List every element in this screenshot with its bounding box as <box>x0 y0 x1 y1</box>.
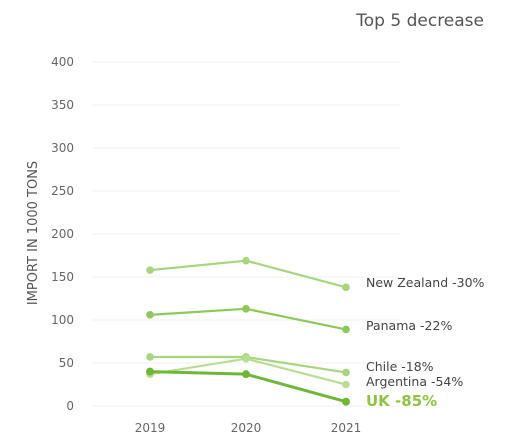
x-axis-ticks: 2019 2020 2021 <box>135 421 362 435</box>
y-tick-label: 0 <box>66 399 74 413</box>
y-tick-label: 300 <box>51 141 74 155</box>
series-label-new: New Zealand -30% <box>366 275 485 290</box>
y-axis-label: IMPORT IN 1000 TONS <box>26 161 41 305</box>
y-tick-label: 200 <box>51 227 74 241</box>
series-label-argentina: Argentina -54% <box>366 374 463 389</box>
series-label-panama: Panama -22% <box>366 318 452 333</box>
series-lines <box>146 256 350 406</box>
data-point <box>242 305 250 313</box>
x-tick-label: 2019 <box>135 421 166 435</box>
y-tick-label: 50 <box>59 356 74 370</box>
data-point <box>242 354 250 363</box>
data-point <box>342 380 350 389</box>
y-tick-label: 150 <box>51 270 74 284</box>
data-point <box>342 368 350 377</box>
series-line <box>149 259 347 289</box>
data-point <box>342 283 350 292</box>
data-point <box>146 311 154 319</box>
data-point <box>342 397 350 406</box>
chart-title: Top 5 decrease <box>355 11 484 31</box>
series-label-chile: Chile -18% <box>366 359 434 374</box>
series-new <box>146 256 350 292</box>
data-point <box>242 256 250 265</box>
series-label-uk: UK -85% <box>366 392 437 410</box>
y-axis-ticks: 0 50 100 150 200 250 300 350 400 <box>51 55 74 413</box>
data-point <box>242 370 250 379</box>
y-tick-label: 400 <box>51 55 74 69</box>
series-labels: New Zealand -30% Panama -22% Chile -18%Arg… <box>366 275 485 410</box>
gridlines <box>92 61 400 407</box>
y-tick-label: 250 <box>51 184 74 198</box>
x-tick-label: 2021 <box>331 421 362 435</box>
y-tick-label: 100 <box>51 313 74 327</box>
series-uk <box>146 367 350 406</box>
data-point <box>342 325 350 334</box>
data-point <box>146 266 154 274</box>
series-panama <box>146 305 350 334</box>
data-point <box>146 367 154 376</box>
x-tick-label: 2020 <box>231 421 262 435</box>
data-point <box>146 353 154 361</box>
y-tick-label: 350 <box>51 98 74 112</box>
